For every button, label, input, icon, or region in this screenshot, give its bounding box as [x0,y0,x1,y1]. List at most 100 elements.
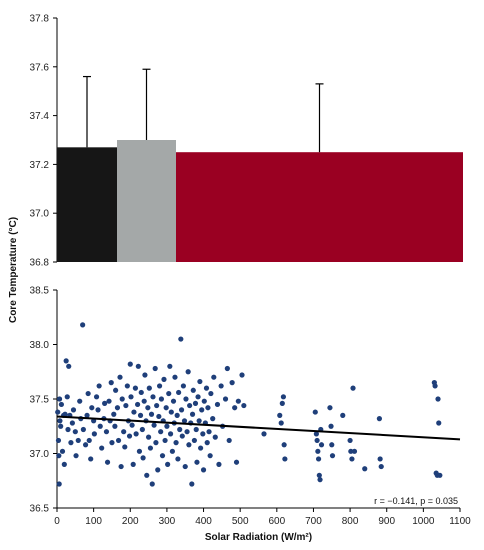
data-point [68,440,74,446]
data-point [261,431,267,437]
x-tick-label: 700 [305,516,322,527]
data-point [195,394,201,400]
data-point [315,448,321,454]
data-point [318,442,325,448]
data-point [154,402,160,409]
data-point [190,387,196,393]
data-point [437,472,443,478]
data-point [316,472,322,478]
data-point [197,378,203,385]
data-point [350,385,356,391]
data-point [185,369,191,375]
scatter-points [55,322,443,487]
data-point [178,336,184,342]
data-point [136,448,143,454]
data-point [131,409,137,415]
x-tick-label: 900 [378,516,395,527]
data-point [112,423,118,429]
data-point [149,481,155,487]
data-point [66,363,72,369]
data-point [117,374,123,380]
error-bars [83,68,324,153]
x-tick-label: 500 [232,516,249,527]
data-point [351,448,358,454]
data-point [96,383,102,389]
data-point [200,431,206,437]
data-point [176,389,182,396]
data-point [114,405,121,411]
data-point [64,394,70,400]
data-point [145,405,151,411]
bar-chart-panel: 36.8 37.0 37.2 37.4 37.6 37.8 [30,14,463,269]
data-point [224,365,230,372]
bar-y-tick-label: 37.8 [30,14,50,25]
data-point [63,358,69,364]
data-point [328,423,334,429]
data-point [62,411,68,417]
data-point [102,400,108,406]
x-tick-label: 600 [268,516,285,527]
data-point [210,416,216,422]
data-point [317,477,323,483]
data-point [282,456,288,462]
data-point [183,396,189,402]
data-point [57,418,63,424]
data-point [139,426,145,433]
trend-line [56,415,461,441]
data-point [103,429,110,435]
data-point [65,426,71,433]
data-point [211,374,217,380]
y-tick-label: 38.5 [30,286,50,297]
bar-2 [117,140,176,262]
data-point [198,445,204,451]
data-point [80,426,86,433]
data-point [104,459,111,465]
data-point [432,383,438,389]
x-tick-label: 100 [85,516,102,527]
data-point [55,409,61,415]
bar-3 [176,152,463,262]
data-point [192,400,199,406]
data-point [212,434,218,440]
data-point [232,405,238,411]
data-point [118,463,124,470]
data-point [56,481,62,487]
x-tick-label: 1000 [412,516,435,527]
data-point [241,402,247,409]
data-point [218,383,224,389]
data-point [180,383,186,389]
data-point [72,429,78,435]
data-point [436,420,442,426]
bar-y-ticks: 36.8 37.0 37.2 37.4 37.6 37.8 [30,14,57,269]
data-point [170,398,177,404]
data-point [135,363,141,369]
data-point [166,390,172,397]
data-point [84,412,90,418]
data-point [222,396,229,402]
x-tick-label: 1100 [449,516,471,527]
data-point [86,437,92,444]
scatter-y-ticks: 36.5 37.0 37.5 38.0 38.5 [30,286,57,515]
bar-1 [57,147,117,262]
data-point [156,413,162,420]
data-point [377,456,383,462]
y-tick-label: 37.5 [30,395,50,406]
data-point [204,440,210,446]
data-point [281,442,287,448]
data-point [348,448,354,454]
data-point [347,437,353,444]
data-point [187,402,193,409]
data-point [73,453,79,459]
data-point [207,453,213,459]
data-point [167,431,174,437]
data-point [155,467,161,473]
data-point [121,429,127,435]
data-point [59,448,66,454]
data-point [56,396,63,402]
data-point [93,394,100,400]
data-point [175,456,181,462]
bar-y-tick-label: 37.6 [30,62,50,73]
correlation-annotation: r = −0.141, p = 0.035 [374,496,458,506]
data-point [233,459,240,465]
data-point [61,461,67,467]
